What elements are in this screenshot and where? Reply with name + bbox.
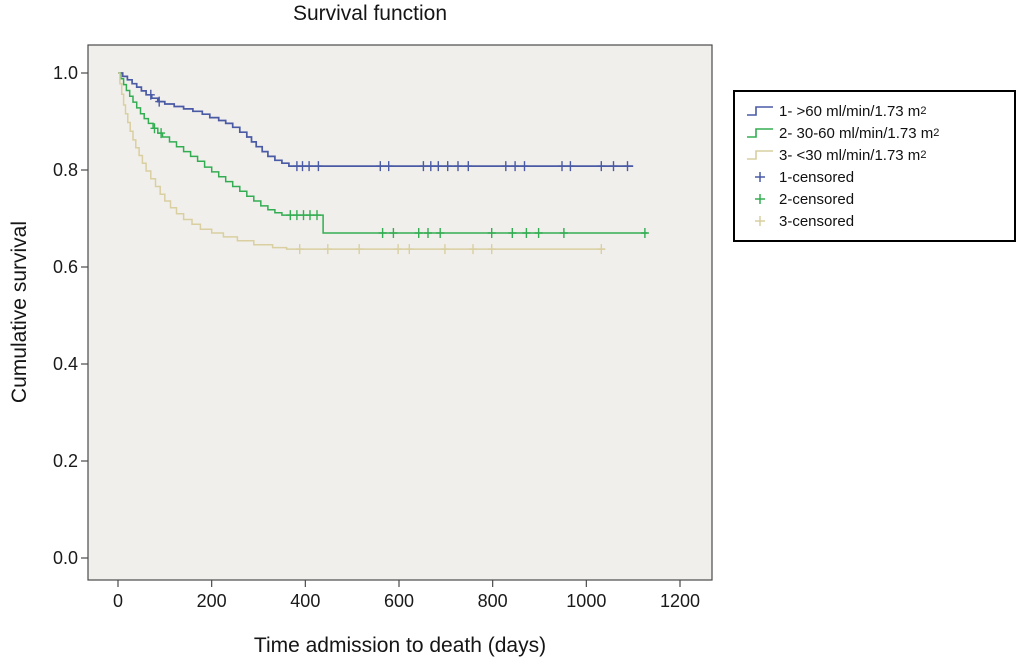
legend-label: 2- 30-60 ml/min/1.73 m xyxy=(779,124,934,142)
censor-mark-series-1 xyxy=(376,161,385,172)
censor-mark-series-1 xyxy=(597,161,606,172)
legend-label: 3-censored xyxy=(779,212,855,230)
x-axis-label: Time admission to death (days) xyxy=(253,634,547,657)
censor-mark-series-3 xyxy=(597,244,606,255)
censor-mark-series-2 xyxy=(424,228,432,238)
legend-item: 3-censored xyxy=(745,210,1006,232)
x-tick-label: 400 xyxy=(290,591,321,611)
y-tick-label: 0.2 xyxy=(52,451,78,471)
censor-mark-series-2 xyxy=(559,228,568,238)
legend-plus-icon xyxy=(755,194,765,204)
censor-mark-series-2 xyxy=(487,228,496,238)
censor-mark-series-3 xyxy=(355,244,364,255)
censor-mark-series-2 xyxy=(150,123,159,134)
plot-background xyxy=(87,44,713,581)
y-tick-label: 0.0 xyxy=(52,548,78,568)
y-tick-label: 0.4 xyxy=(52,354,78,374)
y-tick-label: 0.8 xyxy=(52,160,78,180)
censor-mark-series-1 xyxy=(314,161,323,172)
y-tick-label: 1.0 xyxy=(52,63,78,83)
x-tick-label: 200 xyxy=(196,591,227,611)
series-line-2 xyxy=(118,72,648,234)
legend-label: 1- >60 ml/min/1.73 m xyxy=(779,102,921,120)
y-tick-label: 0.6 xyxy=(52,257,78,277)
censor-mark-series-1 xyxy=(520,161,529,172)
censor-mark-series-2 xyxy=(534,228,543,238)
censor-mark-series-2 xyxy=(522,228,531,238)
series-line-3 xyxy=(118,72,606,250)
censor-mark-series-1 xyxy=(566,161,575,172)
legend-label: 1-censored xyxy=(779,168,855,186)
legend-plus-icon xyxy=(755,216,765,226)
censor-mark-series-1 xyxy=(558,161,566,172)
censor-mark-series-1 xyxy=(454,161,462,172)
censor-mark-series-1 xyxy=(511,161,520,172)
censor-mark-series-1 xyxy=(464,161,473,172)
legend-step-line-icon xyxy=(747,150,773,160)
censor-mark-series-2 xyxy=(436,228,445,238)
censor-mark-series-2 xyxy=(414,228,423,238)
censor-mark-series-3 xyxy=(487,244,496,255)
x-tick-label: 1200 xyxy=(659,591,701,611)
x-tick-label: 1000 xyxy=(566,591,607,611)
censor-mark-series-1 xyxy=(384,161,393,172)
censor-mark-series-3 xyxy=(295,244,304,255)
chart-title: Survival function xyxy=(292,2,448,25)
censor-mark-series-2 xyxy=(157,128,166,139)
legend-label-superscript: 2 xyxy=(933,126,940,139)
series-line-1 xyxy=(118,72,634,167)
censor-mark-series-3 xyxy=(440,244,449,255)
x-tick-label: 0 xyxy=(112,591,123,611)
censor-mark-series-2 xyxy=(508,228,517,238)
legend-step-line-icon xyxy=(747,106,773,116)
censor-mark-series-3 xyxy=(405,244,414,255)
censor-mark-series-2 xyxy=(306,210,314,221)
censor-mark-series-1 xyxy=(305,161,314,172)
legend-label: 3- <30 ml/min/1.73 m xyxy=(779,146,921,164)
censor-mark-series-1 xyxy=(426,161,435,172)
censor-mark-series-1 xyxy=(146,89,155,100)
censor-mark-series-3 xyxy=(469,244,477,255)
censor-mark-series-3 xyxy=(323,244,332,255)
legend-step-line-icon xyxy=(747,128,773,138)
legend: 1- >60 ml/min/1.73 m 2 2- 30-60 ml/min/1.7… xyxy=(733,90,1016,242)
legend-label-superscript: 2 xyxy=(920,104,927,117)
x-tick-label: 600 xyxy=(383,591,415,611)
censor-mark-series-1 xyxy=(419,161,428,172)
legend-item: 1-censored xyxy=(745,166,1006,188)
censor-mark-series-1 xyxy=(443,161,452,172)
legend-plus-icon xyxy=(755,172,765,182)
censor-mark-series-2 xyxy=(313,210,321,221)
legend-item: 2-censored xyxy=(745,188,1006,210)
censor-mark-series-1 xyxy=(155,96,164,107)
legend-label: 2-censored xyxy=(779,190,855,208)
censor-mark-series-2 xyxy=(389,228,398,238)
censor-mark-series-1 xyxy=(501,161,510,172)
censor-mark-series-1 xyxy=(434,161,443,172)
censor-mark-series-3 xyxy=(394,244,403,255)
x-tick-label: 800 xyxy=(477,591,508,611)
censor-mark-series-2 xyxy=(378,228,387,238)
censor-mark-series-1 xyxy=(609,161,618,172)
censor-mark-series-1 xyxy=(623,161,632,172)
censor-mark-series-2 xyxy=(640,228,649,238)
legend-label-superscript: 2 xyxy=(920,148,927,161)
